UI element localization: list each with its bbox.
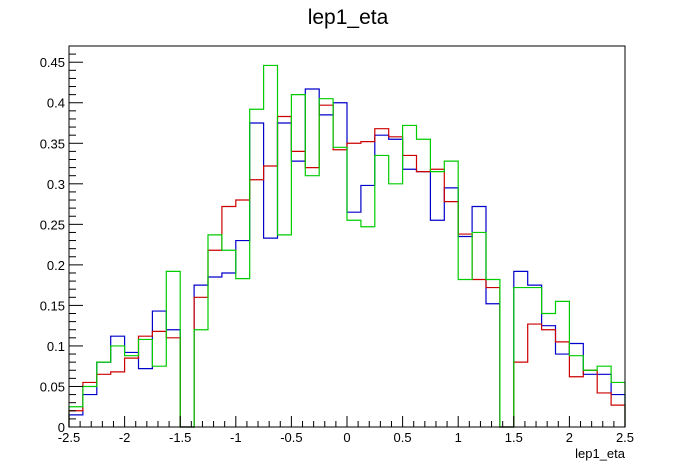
histogram-series-3 [68, 64, 626, 428]
x-tick-label: 0 [343, 430, 350, 445]
x-tick-label: 1 [455, 430, 462, 445]
y-tick-label: 0 [58, 420, 65, 435]
y-tick-label: 0.45 [40, 55, 65, 70]
y-tick-label: 0.4 [47, 96, 65, 111]
series-layer [68, 64, 626, 428]
x-tick-label: -2.5 [58, 430, 80, 445]
y-tick-label: 0.25 [40, 217, 65, 232]
x-tick-label: -1 [230, 430, 242, 445]
x-tick-label: -1.5 [169, 430, 191, 445]
y-tick-label: 0.2 [47, 258, 65, 273]
x-tick-label: -2 [119, 430, 131, 445]
x-tick-label: 1.5 [505, 430, 523, 445]
x-axis-label: lep1_eta [575, 446, 626, 461]
plot-frame [68, 45, 626, 428]
histogram-series-2 [68, 104, 626, 428]
x-tick-label: -0.5 [280, 430, 302, 445]
x-tick-label: 2 [566, 430, 573, 445]
chart-title: lep1_eta [307, 6, 389, 29]
y-tick-label: 0.1 [47, 339, 65, 354]
y-tick-label: 0.35 [40, 136, 65, 151]
y-tick-label: 0.05 [40, 379, 65, 394]
x-tick-label: 2.5 [616, 430, 634, 445]
axis-layer: -2.5 -2 -1.5 -1 -0.5 0 0.5 1 1.5 2 2.5 0 0.05 0.1 0.15… [40, 45, 634, 445]
y-tick-label: 0.15 [40, 298, 65, 313]
y-tick-label: 0.3 [47, 177, 65, 192]
histogram-series-1 [68, 88, 626, 428]
x-tick-label: 0.5 [394, 430, 412, 445]
